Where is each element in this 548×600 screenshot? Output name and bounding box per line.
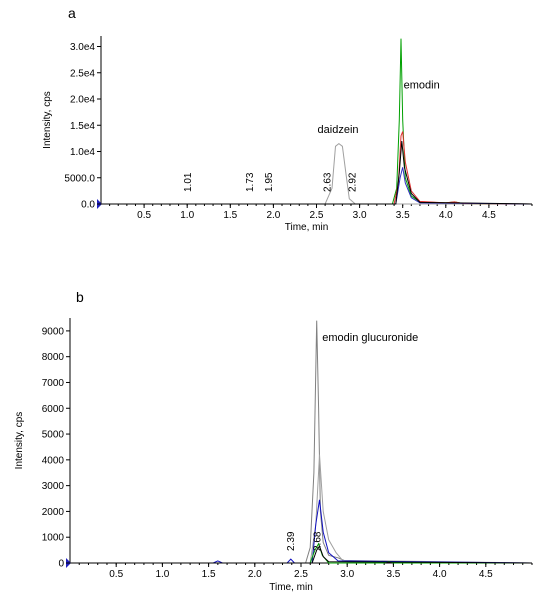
chart-panel-a: a 0.5 1.0 1.5 2.0 2.5 3.0 3.5 4.0 4.5 0.0 5000.0 1.0… [42, 5, 533, 233]
series-line-1 [101, 38, 533, 205]
series-line-0 [101, 142, 532, 205]
y-tick-label: 2.0e4 [70, 95, 95, 106]
y-tick-label: 7000 [42, 378, 65, 389]
y-tick-label: 5000.0 [64, 173, 95, 184]
compound-annotation: emodin [404, 80, 440, 92]
series-line-0 [70, 320, 533, 564]
x-tick-label: 0.5 [109, 569, 123, 580]
series-line-3 [101, 167, 533, 205]
x-tick-label: 4.5 [482, 210, 496, 221]
y-tick-label: 3000 [42, 481, 65, 492]
y-tick-label: 8000 [42, 352, 65, 363]
y-tick-label: 1.0e4 [70, 147, 95, 158]
y-tick-label: 2000 [42, 507, 65, 518]
y-tick-label: 3.0e4 [70, 42, 95, 53]
x-tick-label: 2.5 [310, 210, 324, 221]
y-axis-label: Intensity, cps [42, 91, 53, 149]
y-tick-label: 4000 [42, 455, 65, 466]
x-tick-label: 1.0 [180, 210, 194, 221]
y-tick-label: 9000 [42, 326, 65, 337]
x-tick-label: 3.5 [396, 210, 410, 221]
x-tick-label: 1.5 [202, 569, 216, 580]
panel-label: b [76, 289, 84, 305]
x-tick-label: 4.5 [479, 569, 493, 580]
peak-label: 1.95 [264, 172, 275, 192]
x-tick-label: 3.0 [353, 210, 367, 221]
x-tick-label: 4.0 [433, 569, 447, 580]
y-tick-label: 1000 [42, 533, 65, 544]
x-axis-label: Time, min [285, 222, 329, 233]
series-line-2 [70, 499, 533, 564]
chart-panel-b: b 0.5 1.0 1.5 2.0 2.5 3.0 3.5 4.0 4.5 0 1000 2000 300… [14, 289, 533, 593]
series-line-3 [70, 542, 532, 564]
y-tick-label: 0.0 [81, 200, 95, 211]
x-tick-label: 4.0 [439, 210, 453, 221]
peak-label: 2.92 [348, 172, 359, 192]
y-tick-label: 1.5e4 [70, 121, 95, 132]
series-line-2 [101, 131, 533, 205]
x-tick-label: 3.5 [386, 569, 400, 580]
peak-label: 2.63 [323, 172, 334, 192]
y-tick-label: 0 [58, 559, 64, 570]
x-tick-label: 3.0 [340, 569, 354, 580]
panel-label: a [68, 5, 76, 21]
series-line-4 [101, 140, 533, 205]
peak-label: 1.73 [245, 172, 256, 192]
y-tick-label: 2.5e4 [70, 68, 95, 79]
x-axis-label: Time, min [269, 582, 313, 593]
peak-label: 1.01 [183, 172, 194, 192]
x-tick-label: 1.0 [155, 569, 169, 580]
peak-label: 2.68 [313, 531, 324, 551]
x-tick-label: 2.0 [248, 569, 262, 580]
series-line-1 [70, 454, 533, 564]
x-tick-label: 2.0 [266, 210, 280, 221]
peak-label: 2.39 [286, 531, 297, 551]
y-tick-label: 6000 [42, 404, 65, 415]
y-axis-label: Intensity, cps [14, 412, 25, 470]
x-tick-label: 2.5 [294, 569, 308, 580]
x-tick-label: 0.5 [137, 210, 151, 221]
compound-annotation: daidzein [318, 124, 359, 136]
x-tick-label: 1.5 [223, 210, 237, 221]
y-tick-label: 5000 [42, 430, 65, 441]
series-line-4 [70, 545, 533, 564]
compound-annotation: emodin glucuronide [322, 332, 418, 344]
